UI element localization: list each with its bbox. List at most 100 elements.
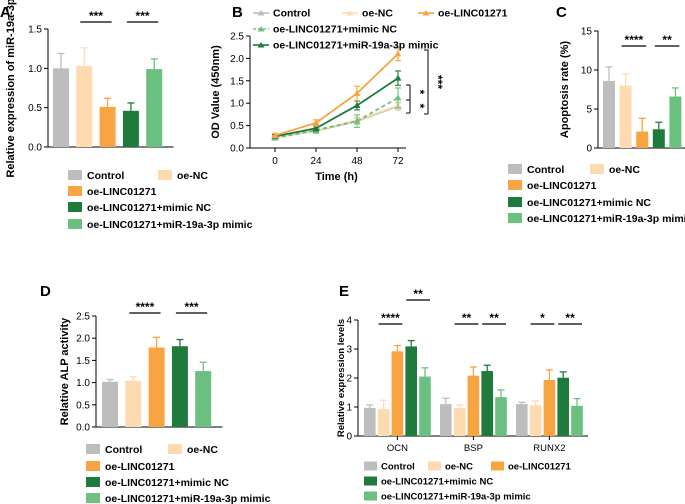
x-tick-label: BSP: [464, 443, 483, 454]
y-tick-label: 0.5: [76, 400, 90, 411]
significance-label: ****: [381, 311, 400, 325]
legend-marker: [257, 42, 265, 48]
x-axis-title: Time (h): [315, 171, 358, 183]
series-line: [274, 97, 399, 140]
legend-label: oe-NC: [445, 462, 473, 473]
legend-label: oe-NC: [177, 170, 208, 182]
legend-label: oe-LINC01271+miR-19a-3p mimic: [527, 213, 685, 225]
bar: [603, 80, 615, 148]
legend-label: oe-LINC01271: [508, 462, 572, 473]
bar: [419, 376, 431, 436]
panel-B: B OD Value (450nm) 0.0 0.5 1.0 1.5 2.0 2.5 0 24 48…: [210, 4, 508, 183]
bar: [125, 380, 142, 427]
bar: [53, 68, 69, 147]
bar: [495, 397, 507, 436]
y-tick-label: 1.0: [28, 64, 42, 75]
y-tick-label: 0.5: [28, 103, 42, 114]
legend-swatch: [68, 219, 82, 229]
legend-label: oe-LINC01271+mimic NC: [527, 197, 651, 209]
bar: [405, 346, 417, 436]
legend-label: oe-LINC01271+miR-19a-3p mimic: [381, 492, 531, 503]
y-tick-label: 2: [346, 374, 352, 385]
legend-label: Control: [527, 164, 564, 176]
data-point: [353, 117, 361, 124]
significance-label: ***: [431, 75, 445, 89]
y-tick-label: 2.5: [230, 32, 244, 43]
significance-label: ***: [136, 9, 150, 23]
legend-swatch: [68, 170, 82, 180]
y-tick-label: 1.0: [76, 378, 90, 389]
y-tick-label: 1: [346, 403, 352, 414]
legend-swatch: [508, 197, 522, 207]
x-tick-label: RUNX2: [533, 443, 565, 454]
bar: [529, 405, 542, 436]
y-tick-label: 0.0: [28, 143, 42, 154]
y-tick-label: 2.5: [76, 312, 90, 323]
bar: [122, 110, 139, 147]
y-tick-label: 10: [581, 66, 593, 77]
legend-swatch: [364, 491, 377, 501]
x-tick-label: 24: [310, 156, 322, 167]
significance-label: ***: [89, 9, 103, 23]
bar: [571, 405, 583, 436]
bar: [543, 380, 556, 436]
y-tick-label: 15: [581, 27, 593, 38]
legend-swatch: [68, 186, 82, 196]
data-point: [394, 74, 402, 81]
significance-label: ****: [136, 300, 155, 314]
legend-label: oe-LINC01271+miR-19a-3p mimic: [87, 219, 253, 231]
y-axis-title: Relative expression of miR-19a-3p: [5, 0, 17, 178]
legend-marker: [422, 10, 430, 16]
panel-E: E Relative expression levels 0 1 2 3 4 OCN BSP RU…: [336, 283, 588, 503]
legend-label: oe-LINC01271+miR-19a-3p mimic: [273, 40, 439, 52]
legend-swatch: [364, 476, 377, 486]
bar: [377, 409, 390, 436]
y-axis-title: Apoptosis rate (%): [559, 41, 571, 139]
panel-label: B: [232, 4, 243, 21]
legend-label: Control: [105, 444, 142, 456]
panel-D: D Relative ALP activity 0.0 0.5 1.0 1.5 2.0 2.5…: [40, 283, 271, 504]
legend-swatch: [428, 461, 441, 471]
legend-marker: [346, 10, 354, 16]
legend-label: oe-NC: [362, 8, 393, 20]
bar: [146, 69, 163, 147]
legend-swatch: [86, 444, 100, 454]
significance-label: **: [462, 311, 472, 325]
significance-label: **: [565, 311, 575, 325]
bar: [440, 404, 452, 436]
x-tick-label: OCN: [387, 443, 408, 454]
legend-swatch: [86, 461, 100, 471]
bar: [453, 407, 466, 436]
panel-label: A: [0, 4, 11, 21]
bar: [99, 106, 116, 147]
significance-label: *: [413, 104, 427, 109]
significance-label: ***: [185, 300, 199, 314]
data-point: [312, 119, 320, 126]
legend-swatch: [508, 180, 522, 190]
y-axis-title: Relative ALP activity: [59, 317, 71, 425]
legend-label: Control: [87, 170, 124, 182]
y-tick-label: 0.0: [230, 144, 244, 155]
bar: [557, 377, 569, 436]
bar: [636, 131, 649, 148]
bar: [652, 129, 665, 148]
legend-label: oe-LINC01271: [527, 180, 597, 192]
legend-marker: [257, 10, 265, 16]
x-tick-label: 0: [272, 156, 278, 167]
legend-label: oe-LINC01271+mimic NC: [273, 24, 397, 36]
y-tick-label: 0: [346, 432, 352, 443]
legend-swatch: [491, 461, 504, 471]
legend-swatch: [508, 164, 522, 174]
bar: [467, 375, 480, 436]
y-tick-label: 1.0: [230, 99, 244, 110]
bar: [669, 96, 682, 148]
data-point: [353, 101, 361, 108]
significance-label: **: [489, 311, 499, 325]
legend-label: oe-LINC01271+mimic NC: [87, 202, 211, 214]
data-point: [312, 124, 320, 131]
data-point: [271, 131, 279, 138]
legend-swatch: [86, 477, 100, 487]
